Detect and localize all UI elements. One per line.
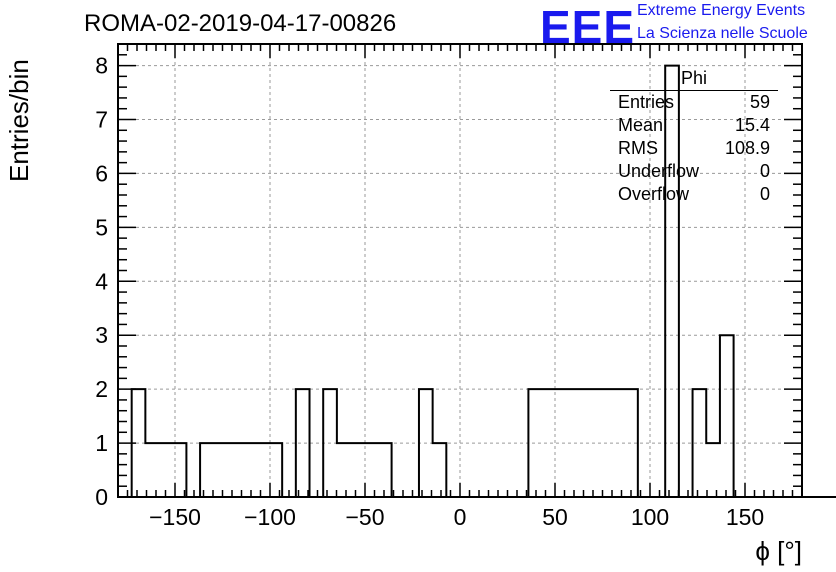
stats-row: Underflow 0 [610, 160, 778, 183]
x-tick-label: 150 [726, 504, 764, 530]
stats-row: Entries 59 [610, 91, 778, 114]
y-tick-label: 2 [95, 376, 108, 402]
histogram-bin [214, 443, 228, 497]
stats-box: Phi Entries 59 Mean 15.4 RMS 108.9 Underflo… [610, 68, 778, 206]
stats-row: Mean 15.4 [610, 114, 778, 137]
stats-label: Entries [618, 92, 675, 112]
histogram-bin [720, 335, 734, 497]
histogram-bin [351, 443, 365, 497]
histogram-bin [337, 443, 351, 497]
x-tick-label: 100 [631, 504, 669, 530]
y-tick-label: 8 [95, 53, 108, 79]
y-tick-label: 4 [95, 268, 108, 294]
y-tick-label: 1 [95, 430, 108, 456]
stats-value: 15.4 [734, 115, 770, 135]
x-axis-label: ϕ [°] [755, 536, 802, 566]
x-tick-label: 50 [542, 504, 568, 530]
eee-logo: EEE [540, 1, 636, 53]
y-tick-label: 6 [95, 160, 108, 186]
y-tick-label: 3 [95, 322, 108, 348]
histogram-bin [378, 443, 392, 497]
stats-label: RMS [618, 138, 658, 158]
chart-title: ROMA-02-2019-04-17-00826 [84, 10, 397, 37]
stats-value: 0 [759, 184, 770, 204]
x-tick-label: −100 [244, 504, 296, 530]
histogram-outline [118, 64, 836, 498]
histogram-bin [241, 443, 255, 497]
histogram-bin [706, 443, 720, 497]
stats-label: Mean [618, 115, 664, 135]
stats-value: 108.9 [724, 138, 770, 158]
x-tick-label: 0 [454, 504, 467, 530]
y-tick-label: 5 [95, 214, 108, 240]
logo-line-1: Extreme Energy Events [637, 2, 806, 19]
histogram-bin [145, 443, 159, 497]
y-tick-label: 7 [95, 107, 108, 133]
stats-label: Underflow [618, 161, 700, 181]
histogram-bin [296, 389, 310, 497]
x-tick-label: −50 [345, 504, 384, 530]
stats-title: Phi [610, 68, 778, 91]
y-tick-label: 0 [95, 484, 108, 510]
histogram-bin [433, 443, 447, 497]
y-axis-label: Entries/bin [4, 59, 34, 182]
histogram-bin [200, 443, 214, 497]
histogram-bin [255, 443, 269, 497]
stats-row: RMS 108.9 [610, 137, 778, 160]
stats-row: Overflow 0 [610, 183, 778, 206]
histogram-bin [364, 443, 378, 497]
stats-value: 59 [749, 92, 770, 112]
stats-value: 0 [759, 161, 770, 181]
logo-line-2: La Scienza nelle Scuole [637, 25, 808, 42]
stats-label: Overflow [618, 184, 690, 204]
histogram-bin [227, 443, 241, 497]
x-tick-label: −150 [149, 504, 201, 530]
histogram-bin [159, 443, 173, 497]
